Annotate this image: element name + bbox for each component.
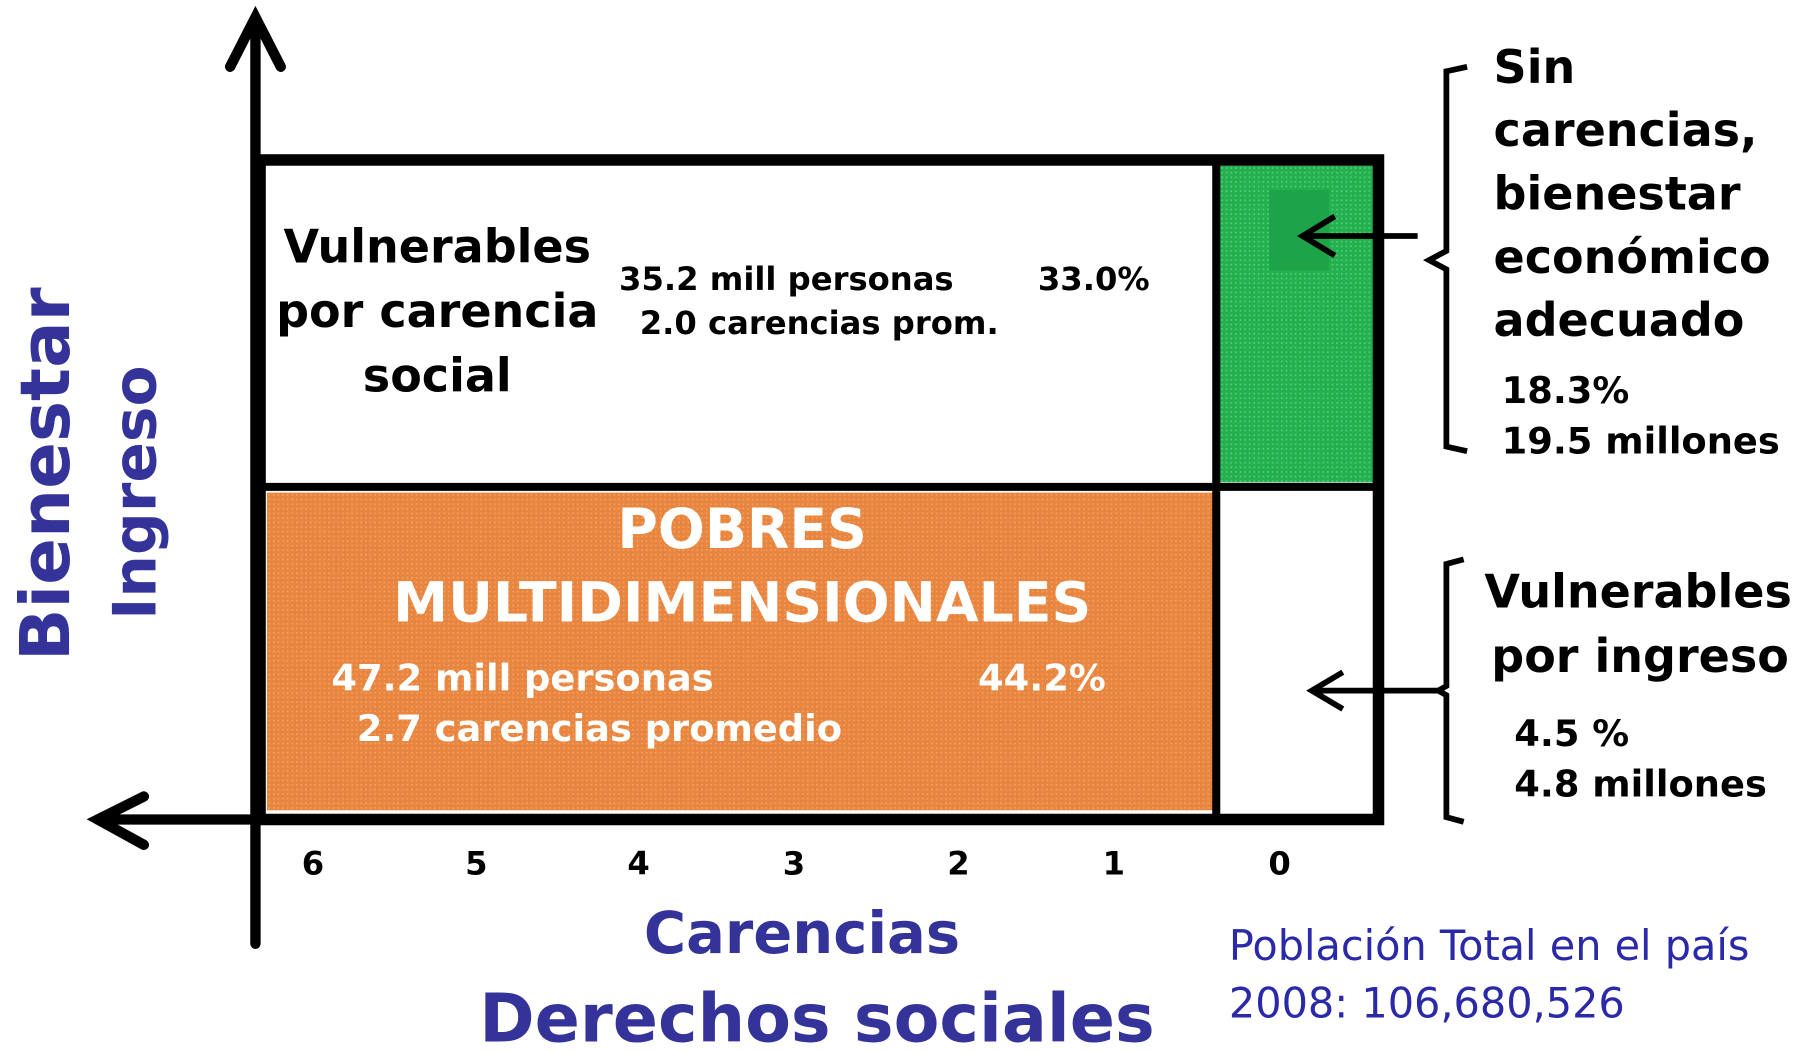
percent: 33.0% <box>1038 260 1150 298</box>
y-outer-label: Bienestar <box>6 287 86 661</box>
y-inner-label: Ingreso <box>100 365 170 620</box>
population-note: Población Total en el país <box>1229 922 1750 970</box>
region-label: Vulnerables <box>1484 565 1791 619</box>
count: 4.8 millones <box>1514 762 1767 805</box>
x-tick-label: 5 <box>465 845 487 883</box>
persons: 35.2 mill personas <box>619 260 954 298</box>
x-tick-label: 4 <box>627 845 649 883</box>
region-label: social <box>363 348 512 402</box>
region-label: por ingreso <box>1491 629 1789 683</box>
percent: 4.5 % <box>1514 712 1629 755</box>
x-tick-label: 0 <box>1268 845 1290 883</box>
region-label: bienestar <box>1494 166 1741 220</box>
average: 2.7 carencias promedio <box>357 707 842 750</box>
count: 19.5 millones <box>1502 419 1780 462</box>
sin-carencias-marker <box>1269 189 1330 271</box>
region-label: carencias, <box>1494 103 1758 157</box>
region-label: económico <box>1494 230 1771 284</box>
persons: 47.2 mill personas <box>331 657 713 700</box>
pobres-region <box>266 492 1213 811</box>
axes <box>86 5 286 949</box>
x-tick-label: 1 <box>1103 845 1125 883</box>
population-note: 2008: 106,680,526 <box>1229 979 1625 1027</box>
x-outer-label: Derechos sociales <box>479 980 1155 1052</box>
average: 2.0 carencias prom. <box>640 304 999 342</box>
x-tick-label: 6 <box>302 845 324 883</box>
brackets <box>1297 63 1468 825</box>
x-tick-label: 2 <box>947 845 969 883</box>
region-label: POBRES <box>617 498 866 562</box>
x-inner-label: Carencias <box>644 900 960 967</box>
region-label: Sin <box>1494 40 1576 94</box>
percent: 44.2% <box>978 657 1106 700</box>
region-label: Vulnerables <box>284 219 591 273</box>
percent: 18.3% <box>1502 369 1630 412</box>
x-tick-label: 3 <box>783 845 805 883</box>
region-label: por carencia <box>276 284 598 338</box>
region-label: adecuado <box>1494 293 1745 347</box>
region-label: MULTIDIMENSIONALES <box>393 572 1091 636</box>
